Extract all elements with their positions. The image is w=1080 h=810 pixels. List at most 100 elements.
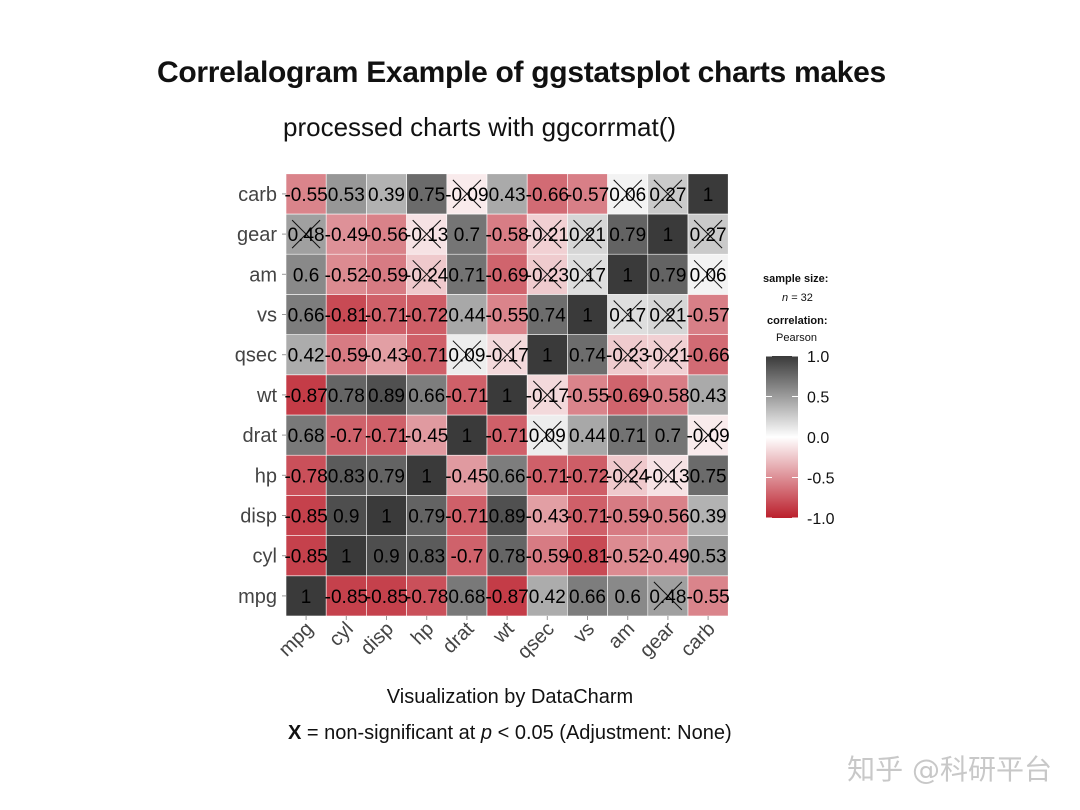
heatmap-cell bbox=[325, 454, 367, 496]
cell-value-label: -0.57 bbox=[566, 185, 609, 206]
cell-value-label: -0.71 bbox=[566, 507, 609, 528]
heatmap-cell bbox=[647, 535, 689, 577]
cell-value-label: 1 bbox=[502, 386, 513, 407]
cell-value-label: -0.43 bbox=[526, 507, 569, 528]
cell-value-label: -0.58 bbox=[485, 225, 528, 246]
heatmap-cell bbox=[406, 173, 448, 215]
heatmap-cell bbox=[567, 374, 608, 416]
heatmap-cell bbox=[446, 253, 488, 295]
x-tick-label: mpg bbox=[275, 618, 318, 661]
x-tick-label: vs bbox=[569, 618, 599, 648]
heatmap-cell bbox=[406, 334, 448, 376]
cell-value-label: 0.17 bbox=[609, 306, 646, 327]
heatmap-cell bbox=[607, 414, 649, 456]
non-significant-mark bbox=[532, 219, 562, 249]
heatmap-cell bbox=[607, 495, 649, 536]
heatmap-cell bbox=[486, 173, 528, 215]
cell-value-label: 0.71 bbox=[609, 426, 646, 447]
cell-value-label: 0.7 bbox=[655, 426, 681, 447]
heatmap-cell bbox=[687, 575, 729, 617]
watermark: 知乎 @科研平台 bbox=[847, 753, 1052, 786]
cell-value-label: 0.66 bbox=[489, 466, 526, 487]
cell-value-label: -0.71 bbox=[365, 306, 408, 327]
cell-value-label: -0.49 bbox=[325, 225, 368, 246]
cell-value-label: 1 bbox=[421, 466, 432, 487]
heatmap-cell bbox=[406, 294, 448, 335]
legend-correlation-label: correlation: bbox=[767, 315, 828, 327]
heatmap-cell bbox=[687, 535, 729, 577]
cell-value-label: 0.68 bbox=[288, 426, 325, 447]
heatmap-cell bbox=[285, 535, 327, 577]
heatmap-cell bbox=[366, 253, 407, 295]
cell-value-label: 0.66 bbox=[288, 306, 325, 327]
cell-value-label: -0.13 bbox=[646, 466, 689, 487]
heatmap-cell bbox=[486, 535, 528, 577]
cell-value-label: -0.59 bbox=[526, 547, 569, 568]
cell-value-label: 0.43 bbox=[690, 386, 727, 407]
heatmap-cell bbox=[526, 495, 568, 536]
cell-value-label: -0.17 bbox=[485, 346, 528, 367]
heatmap-cell bbox=[446, 294, 488, 335]
cell-value-label: -0.66 bbox=[686, 346, 729, 367]
cell-value-label: -0.72 bbox=[566, 466, 609, 487]
cell-value-label: 0.74 bbox=[569, 346, 606, 367]
cell-value-label: -0.87 bbox=[284, 386, 327, 407]
cell-value-label: -0.87 bbox=[485, 587, 528, 608]
y-tick-label: gear bbox=[237, 224, 277, 246]
cell-value-label: 0.79 bbox=[609, 225, 646, 246]
non-significant-mark bbox=[452, 340, 482, 370]
cell-value-label: 1 bbox=[542, 346, 553, 367]
cell-value-label: -0.71 bbox=[365, 426, 408, 447]
cell-value-label: 0.39 bbox=[368, 185, 405, 206]
cell-value-label: -0.24 bbox=[606, 466, 650, 487]
cell-value-label: -0.55 bbox=[485, 306, 528, 327]
y-tick-label: qsec bbox=[235, 345, 277, 367]
heatmap-cell bbox=[567, 575, 608, 617]
cell-value-label: -0.52 bbox=[325, 265, 368, 286]
x-tick-label: carb bbox=[677, 618, 720, 661]
heatmap-cell bbox=[446, 374, 488, 416]
cell-value-label: 1 bbox=[663, 225, 674, 246]
heatmap-cell bbox=[325, 173, 367, 215]
heatmap-cell bbox=[647, 374, 689, 416]
cell-value-label: -0.56 bbox=[365, 225, 408, 246]
cell-value-label: -0.55 bbox=[284, 185, 327, 206]
y-tick-label: mpg bbox=[238, 586, 277, 608]
cell-value-label: 1 bbox=[341, 547, 352, 568]
heatmap-cell bbox=[687, 374, 729, 416]
cell-value-label: -0.43 bbox=[365, 346, 408, 367]
heatmap-cell bbox=[366, 535, 407, 577]
heatmap-cell bbox=[567, 414, 608, 456]
heatmap-cell bbox=[486, 414, 528, 456]
cell-value-label: 0.48 bbox=[288, 225, 325, 246]
heatmap-cell bbox=[687, 173, 729, 215]
cell-value-label: 0.71 bbox=[448, 265, 485, 286]
cell-value-label: 0.66 bbox=[408, 386, 445, 407]
cell-value-label: -0.17 bbox=[526, 386, 569, 407]
cell-value-label: -0.49 bbox=[646, 547, 689, 568]
cell-value-label: 1 bbox=[462, 426, 473, 447]
heatmap-cell bbox=[647, 495, 689, 536]
cell-value-label: -0.45 bbox=[445, 466, 488, 487]
non-significant-mark bbox=[693, 259, 723, 289]
non-significant-mark bbox=[573, 219, 602, 249]
cell-value-label: -0.45 bbox=[405, 426, 448, 447]
heatmap-cell bbox=[567, 495, 608, 536]
cell-value-label: 0.7 bbox=[454, 225, 480, 246]
x-tick-label: disp bbox=[357, 618, 399, 660]
x-tick-label: am bbox=[604, 618, 639, 653]
cell-value-label: 0.9 bbox=[333, 507, 359, 528]
cell-value-label: 0.83 bbox=[328, 466, 365, 487]
cell-value-label: -0.71 bbox=[445, 386, 488, 407]
non-significant-mark bbox=[653, 179, 683, 209]
cell-value-label: 0.89 bbox=[489, 507, 526, 528]
y-tick-label: cyl bbox=[253, 546, 277, 568]
non-significant-mark bbox=[613, 340, 643, 370]
cell-value-label: 0.79 bbox=[368, 466, 405, 487]
non-significant-mark bbox=[693, 420, 723, 450]
chart-subtitle: processed charts with ggcorrmat() bbox=[283, 112, 677, 142]
cell-value-label: -0.72 bbox=[405, 306, 448, 327]
heatmap-cell bbox=[526, 334, 568, 376]
x-tick-label: wt bbox=[488, 618, 519, 649]
